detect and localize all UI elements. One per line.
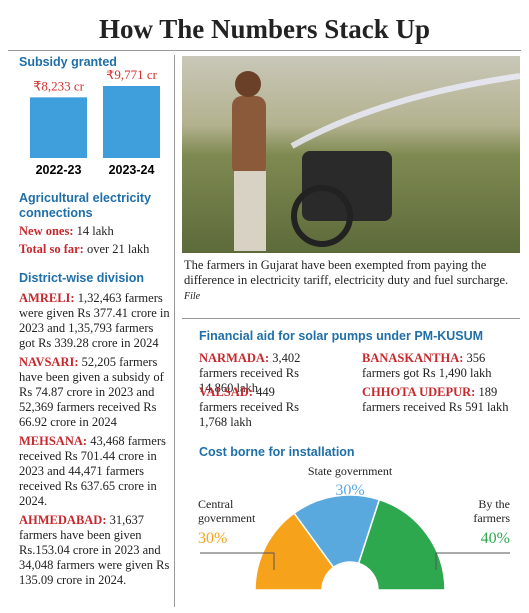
- title: How The Numbers Stack Up: [98, 14, 431, 44]
- bar: [103, 86, 160, 158]
- photo: [182, 56, 520, 253]
- item: NAVSARI: 52,205 farmers have been given …: [19, 355, 171, 430]
- segment: [254, 512, 335, 591]
- district-text: 189 farmers received Rs 591 lakh: [362, 385, 509, 414]
- rule: [8, 50, 521, 51]
- district-name: AHMEDABAD:: [19, 513, 107, 527]
- district-text: 1,32,463 farmers were given Rs 377.41 cr…: [19, 291, 170, 350]
- value-label: 30%: [198, 530, 228, 547]
- section-heading: Agricultural electricity connections: [19, 191, 151, 220]
- district-name: MEHSANA:: [19, 434, 88, 448]
- bar-chart: ₹8,233 cr 2022-23 ₹9,771 cr 2023-24: [30, 70, 160, 177]
- category-label: State government: [307, 464, 393, 478]
- leader-line: [200, 552, 275, 570]
- item: MEHSANA: 43,468 farmers received Rs 701.…: [19, 434, 171, 509]
- credit: File: [184, 291, 201, 302]
- divider: [174, 55, 175, 607]
- item: VALSAD: 449 farmers received Rs 1,768 la…: [199, 385, 309, 430]
- leader-line: [435, 552, 510, 570]
- item: Total so far: over 21 lakh: [19, 242, 171, 257]
- item: BANASKANTHA: 356 farmers got Rs 1,490 la…: [362, 351, 512, 381]
- chart-title: Subsidy granted: [19, 55, 117, 69]
- chart-title: Cost borne for installation: [199, 445, 355, 459]
- x-tick-label: 2022-23: [36, 163, 82, 177]
- district-name: NARMADA:: [199, 351, 270, 365]
- district-text: 43,468 farmers received Rs 701.44 crore …: [19, 434, 166, 508]
- district-text: 31,637 farmers have been given Rs.153.04…: [19, 513, 170, 587]
- segment: [293, 494, 381, 569]
- district-text: 3,402 farmers received Rs 14,860 lakh: [199, 351, 301, 395]
- category-label: Central government: [198, 497, 256, 525]
- item: New ones: 14 lakh: [19, 224, 171, 239]
- district-text: 356 farmers got Rs 1,490 lakh: [362, 351, 492, 380]
- district-text: 449 farmers received Rs 1,768 lakh: [199, 385, 299, 429]
- district-name: AMRELI:: [19, 291, 75, 305]
- item-text: 14 lakh: [76, 224, 114, 238]
- list: AMRELI: 1,32,463 farmers were given Rs 3…: [19, 291, 171, 592]
- value-label: ₹8,233 cr: [33, 78, 85, 93]
- segment: [357, 498, 446, 591]
- section-heading: Financial aid for solar pumps under PM-K…: [199, 329, 484, 343]
- category-label: By the farmers: [473, 497, 510, 525]
- rule: [182, 318, 520, 319]
- x-tick-label: 2023-24: [109, 163, 155, 177]
- district-name: CHHOTA UDEPUR:: [362, 385, 476, 399]
- item: NARMADA: 3,402 farmers received Rs 14,86…: [199, 351, 329, 396]
- item: CHHOTA UDEPUR: 189 farmers received Rs 5…: [362, 385, 512, 415]
- item: AHMEDABAD: 31,637 farmers have been give…: [19, 513, 171, 588]
- item: AMRELI: 1,32,463 farmers were given Rs 3…: [19, 291, 171, 351]
- list: New ones: 14 lakh Total so far: over 21 l…: [19, 224, 171, 260]
- district-name: VALSAD:: [199, 385, 253, 399]
- bar: [30, 97, 87, 158]
- item-label: New ones:: [19, 224, 74, 238]
- caption: The farmers in Gujarat have been exempte…: [184, 258, 512, 304]
- value-label: 40%: [480, 530, 510, 547]
- value-label: ₹9,771 cr: [106, 70, 158, 82]
- district-name: NAVSARI:: [19, 355, 79, 369]
- section-heading: District-wise division: [19, 271, 145, 285]
- item-label: Total so far:: [19, 242, 84, 256]
- item-text: over 21 lakh: [86, 242, 150, 256]
- caption-text: The farmers in Gujarat have been exempte…: [184, 258, 509, 287]
- district-name: BANASKANTHA:: [362, 351, 464, 365]
- district-text: 52,205 farmers have been given a subsidy…: [19, 355, 164, 429]
- half-donut: [200, 494, 510, 591]
